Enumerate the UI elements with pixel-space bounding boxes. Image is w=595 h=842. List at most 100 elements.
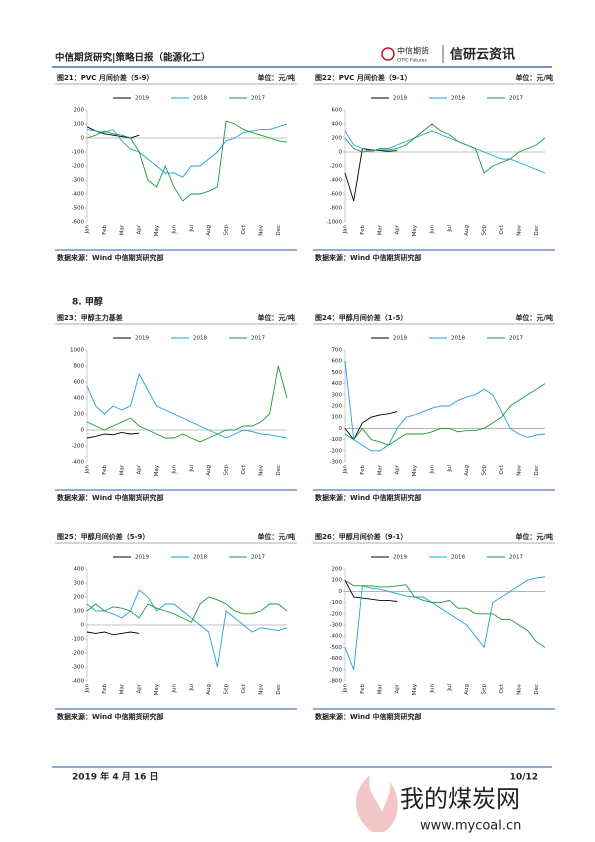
series-line bbox=[86, 596, 288, 623]
y-tick-label: 100 bbox=[74, 122, 85, 128]
x-tick-label: Feb bbox=[360, 684, 366, 694]
series-line bbox=[344, 579, 398, 602]
y-tick-label: -800 bbox=[330, 206, 343, 212]
x-tick-label: Jan bbox=[343, 683, 349, 693]
y-tick-label: 0 bbox=[339, 150, 343, 156]
chart-unit: 单位：元/吨 bbox=[515, 73, 553, 82]
x-tick-label: Aug bbox=[464, 225, 470, 236]
x-tick-label: Jul bbox=[447, 684, 453, 692]
series-line bbox=[344, 576, 546, 670]
x-tick-label: Jun bbox=[171, 683, 177, 693]
series-line bbox=[86, 365, 288, 443]
y-tick-label: 0 bbox=[81, 136, 85, 142]
series-line bbox=[344, 130, 546, 174]
series-line bbox=[344, 361, 546, 452]
y-tick-label: -500 bbox=[72, 206, 85, 212]
x-tick-label: Feb bbox=[360, 465, 366, 475]
y-tick-label: 400 bbox=[332, 381, 343, 387]
x-tick-label: Oct bbox=[499, 224, 505, 234]
x-tick-label: Apr bbox=[395, 464, 401, 474]
x-tick-label: Nov bbox=[516, 464, 522, 475]
watermark-icon bbox=[356, 775, 398, 832]
x-tick-label: Nov bbox=[258, 683, 264, 694]
x-tick-label: Oct bbox=[241, 683, 247, 693]
y-tick-label: -400 bbox=[72, 460, 85, 466]
x-tick-label: Aug bbox=[464, 684, 470, 695]
legend-label: 2017 bbox=[251, 96, 265, 102]
chart-title: 图24：甲醇月间价差（1-5） bbox=[315, 313, 407, 322]
x-tick-label: Sep bbox=[482, 225, 488, 236]
chart-unit: 单位：元/吨 bbox=[515, 532, 553, 541]
chart-source: 数据来源：Wind 中信期货研究部 bbox=[315, 712, 422, 721]
x-tick-label: Dec bbox=[534, 225, 540, 236]
y-tick-label: -100 bbox=[330, 600, 343, 606]
y-tick-label: 300 bbox=[74, 581, 85, 587]
y-tick-label: -800 bbox=[330, 679, 343, 685]
legend-label: 2018 bbox=[451, 555, 465, 561]
y-tick-label: -600 bbox=[72, 220, 85, 226]
legend-label: 2018 bbox=[193, 96, 207, 102]
chart-source: 数据来源：Wind 中信期货研究部 bbox=[57, 493, 164, 502]
x-tick-label: Oct bbox=[241, 464, 247, 474]
brand: 信研云资讯 bbox=[450, 47, 515, 63]
x-tick-label: Feb bbox=[360, 225, 366, 235]
x-tick-label: Sep bbox=[482, 465, 488, 476]
logo-icon bbox=[381, 47, 395, 61]
y-tick-label: -200 bbox=[72, 444, 85, 450]
x-tick-label: May bbox=[154, 464, 160, 476]
y-tick-label: -300 bbox=[72, 178, 85, 184]
y-tick-label: -600 bbox=[330, 656, 343, 662]
x-tick-label: Jun bbox=[429, 224, 435, 234]
x-tick-label: May bbox=[412, 224, 418, 236]
x-tick-label: Jun bbox=[171, 464, 177, 474]
x-tick-label: Jan bbox=[85, 464, 91, 474]
x-tick-label: May bbox=[412, 683, 418, 695]
x-tick-label: Sep bbox=[224, 225, 230, 236]
x-tick-label: Mar bbox=[119, 224, 125, 235]
x-tick-label: May bbox=[412, 464, 418, 476]
y-tick-label: -200 bbox=[72, 651, 85, 657]
chart-unit: 单位：元/吨 bbox=[515, 313, 553, 322]
y-tick-label: -600 bbox=[330, 192, 343, 198]
x-tick-label: Nov bbox=[516, 224, 522, 235]
y-tick-label: 0 bbox=[339, 426, 343, 432]
legend-label: 2018 bbox=[451, 96, 465, 102]
x-tick-label: Oct bbox=[499, 464, 505, 474]
x-tick-label: Mar bbox=[377, 464, 383, 475]
y-tick-label: 400 bbox=[74, 396, 85, 402]
legend-label: 2019 bbox=[135, 336, 149, 342]
legend-label: 2019 bbox=[135, 555, 149, 561]
y-tick-label: -100 bbox=[72, 637, 85, 643]
x-tick-label: Mar bbox=[377, 224, 383, 235]
x-tick-label: Oct bbox=[241, 224, 247, 234]
y-tick-label: -100 bbox=[72, 150, 85, 156]
watermark-url: www.mycoal.cn bbox=[420, 819, 521, 834]
series-line bbox=[86, 372, 288, 439]
y-tick-label: 0 bbox=[339, 589, 343, 595]
y-tick-label: 800 bbox=[74, 364, 85, 370]
x-tick-label: Sep bbox=[482, 684, 488, 695]
y-tick-label: 500 bbox=[332, 370, 343, 376]
chart-unit: 单位：元/吨 bbox=[257, 313, 295, 322]
chart-source: 数据来源：Wind 中信期货研究部 bbox=[57, 712, 164, 721]
y-tick-label: 0 bbox=[81, 623, 85, 629]
y-tick-label: 300 bbox=[332, 392, 343, 398]
footer-date: 2019 年 4 月 16 日 bbox=[72, 771, 159, 783]
series-line bbox=[344, 579, 546, 648]
x-tick-label: Jun bbox=[429, 683, 435, 693]
legend-label: 2019 bbox=[393, 96, 407, 102]
x-tick-label: Dec bbox=[276, 225, 282, 236]
y-tick-label: 100 bbox=[332, 578, 343, 584]
x-tick-label: Aug bbox=[206, 225, 212, 236]
series-line bbox=[86, 126, 140, 139]
page-number: 10/12 bbox=[510, 773, 538, 783]
x-tick-label: Apr bbox=[137, 224, 143, 234]
x-tick-label: Nov bbox=[516, 683, 522, 694]
chart-unit: 单位：元/吨 bbox=[257, 532, 295, 541]
y-tick-label: 0 bbox=[81, 428, 85, 434]
y-tick-label: 400 bbox=[332, 122, 343, 128]
x-tick-label: Feb bbox=[102, 684, 108, 694]
chart-unit: 单位：元/吨 bbox=[257, 73, 295, 82]
x-tick-label: Oct bbox=[499, 683, 505, 693]
